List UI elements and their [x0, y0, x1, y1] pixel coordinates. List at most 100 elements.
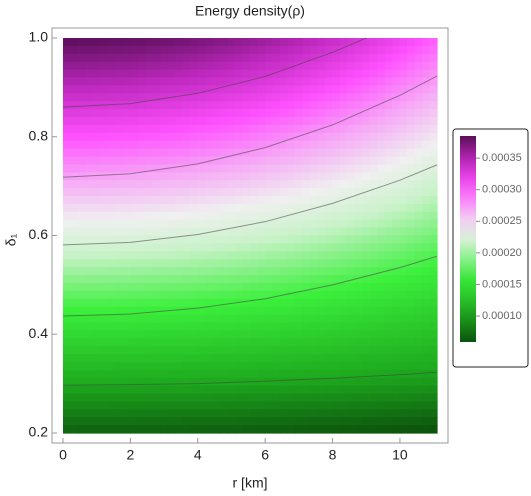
- density-cell: [145, 393, 154, 402]
- density-cell: [392, 314, 401, 323]
- density-cell: [175, 235, 184, 244]
- density-cell: [250, 314, 259, 323]
- density-cell: [190, 369, 199, 379]
- density-cell: [107, 346, 116, 355]
- density-cell: [182, 393, 191, 402]
- density-cell: [264, 77, 274, 86]
- density-cell: [347, 338, 356, 347]
- density-cell: [100, 385, 109, 395]
- density-cell: [309, 172, 318, 181]
- density-cell: [85, 251, 94, 260]
- density-cell: [152, 38, 161, 47]
- density-cell: [399, 275, 408, 284]
- density-cell: [250, 267, 259, 276]
- density-cell: [85, 346, 94, 355]
- density-cell: [220, 425, 229, 434]
- density-cell: [287, 235, 296, 244]
- density-cell: [332, 188, 341, 197]
- density-cell: [130, 243, 139, 252]
- density-cell: [205, 124, 214, 134]
- density-cell: [309, 124, 318, 134]
- density-cell: [279, 409, 288, 418]
- density-cell: [182, 401, 191, 410]
- density-cell: [63, 101, 72, 110]
- density-cell: [115, 203, 124, 213]
- density-cell: [197, 235, 206, 244]
- density-cell: [70, 109, 79, 118]
- density-cell: [190, 156, 199, 165]
- density-cell: [160, 38, 169, 47]
- density-cell: [302, 77, 311, 86]
- density-cell: [227, 361, 236, 371]
- density-cell: [122, 156, 131, 165]
- density-cell: [369, 401, 378, 410]
- density-cell: [137, 275, 146, 284]
- density-cell: [63, 69, 72, 79]
- density-cell: [399, 156, 408, 165]
- density-cell: [264, 180, 274, 189]
- density-cell: [257, 235, 266, 244]
- density-cell: [377, 148, 386, 158]
- density-cell: [332, 306, 341, 316]
- density-cell: [77, 53, 87, 63]
- density-cell: [212, 77, 221, 86]
- density-cell: [70, 338, 79, 347]
- density-cell: [212, 227, 221, 237]
- density-cell: [85, 219, 94, 229]
- density-cell: [227, 53, 236, 63]
- density-cell: [100, 227, 109, 237]
- density-cell: [227, 77, 236, 86]
- density-cell: [167, 203, 176, 213]
- density-cell: [369, 188, 378, 197]
- density-cell: [137, 393, 146, 402]
- density-cell: [309, 235, 318, 244]
- density-cell: [242, 77, 251, 86]
- density-cell: [190, 203, 199, 213]
- density-cell: [302, 196, 311, 205]
- density-cell: [122, 409, 131, 418]
- density-cell: [227, 109, 236, 118]
- density-cell: [354, 314, 363, 323]
- density-cell: [407, 172, 416, 181]
- density-cell: [107, 369, 116, 379]
- density-cell: [279, 425, 288, 434]
- density-cell: [85, 172, 94, 181]
- density-cell: [272, 45, 281, 55]
- density-cell: [399, 148, 408, 158]
- density-cell: [242, 385, 251, 395]
- density-cell: [227, 401, 236, 410]
- colorbar-tick-label: 0.00010: [482, 310, 522, 322]
- density-cell: [279, 361, 288, 371]
- density-cell: [279, 69, 288, 79]
- density-cell: [85, 393, 94, 402]
- density-cell: [137, 203, 146, 213]
- density-cell: [407, 235, 416, 244]
- density-cell: [130, 188, 139, 197]
- density-cell: [63, 354, 72, 363]
- density-cell: [392, 275, 401, 284]
- density-cell: [257, 314, 266, 323]
- density-cell: [377, 164, 386, 173]
- density-cell: [137, 290, 146, 300]
- density-cell: [392, 322, 401, 331]
- density-cell: [272, 409, 281, 418]
- density-cell: [287, 148, 296, 158]
- density-cell: [272, 417, 281, 426]
- density-cell: [414, 361, 423, 371]
- density-cell: [137, 69, 146, 79]
- density-cell: [302, 227, 311, 237]
- density-cell: [302, 140, 311, 150]
- density-cell: [257, 298, 266, 308]
- density-cell: [339, 322, 348, 331]
- density-cell: [145, 361, 154, 371]
- density-cell: [309, 417, 318, 426]
- density-cell: [235, 259, 244, 268]
- density-cell: [167, 385, 176, 395]
- density-cell: [227, 172, 236, 181]
- density-cell: [63, 109, 72, 118]
- density-cell: [414, 85, 423, 94]
- density-cell: [332, 401, 341, 410]
- density-cell: [324, 251, 333, 260]
- density-cell: [92, 53, 101, 63]
- density-cell: [130, 180, 139, 189]
